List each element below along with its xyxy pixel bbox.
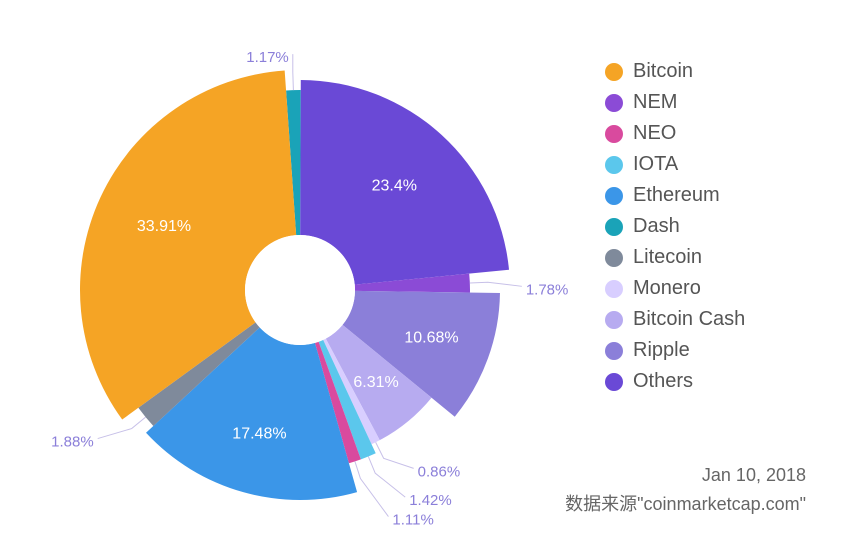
legend-label: Ethereum: [633, 184, 720, 207]
legend-swatch: [605, 218, 623, 236]
legend-item: Dash: [605, 215, 745, 238]
donut-hole: [245, 235, 355, 345]
legend-item: Ripple: [605, 339, 745, 362]
legend-label: IOTA: [633, 153, 678, 176]
legend-swatch: [605, 63, 623, 81]
legend-label: Ripple: [633, 339, 690, 362]
slice-label: 17.48%: [232, 426, 286, 443]
legend-swatch: [605, 280, 623, 298]
slice-label: 6.31%: [353, 374, 398, 391]
legend-label: Monero: [633, 277, 701, 300]
legend-swatch: [605, 249, 623, 267]
legend-label: Bitcoin: [633, 60, 693, 83]
slice-label: 1.78%: [526, 281, 569, 298]
legend-item: Bitcoin Cash: [605, 308, 745, 331]
pie-svg: 1.17% 23.4% 1.78% 10.68% 6.31% 0.86% 1.42% 1.11…: [30, 10, 570, 550]
slice-label: 23.4%: [372, 178, 417, 195]
slice-label: 33.91%: [137, 218, 191, 235]
leader-line: [355, 461, 388, 516]
leader-line: [376, 442, 414, 468]
legend-item: Monero: [605, 277, 745, 300]
legend-swatch: [605, 187, 623, 205]
legend-swatch: [605, 342, 623, 360]
legend-item: NEO: [605, 122, 745, 145]
slice-label: 1.11%: [392, 512, 433, 529]
pie-chart: 1.17% 23.4% 1.78% 10.68% 6.31% 0.86% 1.42% 1.11…: [30, 10, 570, 550]
leader-line: [98, 417, 146, 438]
chart-footer: Jan 10, 2018 数据来源"coinmarketcap.com": [565, 462, 806, 518]
legend-label: Bitcoin Cash: [633, 308, 745, 331]
slice-label: 0.86%: [418, 463, 461, 480]
legend-swatch: [605, 125, 623, 143]
legend-item: Bitcoin: [605, 60, 745, 83]
leader-line: [368, 457, 405, 498]
slice-label: 1.42%: [409, 492, 452, 509]
legend: Bitcoin NEM NEO IOTA Ethereum Dash Litecoin Mon…: [605, 60, 745, 393]
legend-label: Dash: [633, 215, 680, 238]
legend-label: NEM: [633, 91, 677, 114]
legend-swatch: [605, 311, 623, 329]
legend-label: Others: [633, 370, 693, 393]
legend-item: IOTA: [605, 153, 745, 176]
legend-item: Others: [605, 370, 745, 393]
footer-date: Jan 10, 2018: [565, 462, 806, 489]
slice-label: 10.68%: [404, 329, 458, 346]
legend-item: Litecoin: [605, 246, 745, 269]
chart-container: 1.17% 23.4% 1.78% 10.68% 6.31% 0.86% 1.42% 1.11…: [0, 0, 866, 558]
slice-label: 1.17%: [246, 49, 289, 66]
leader-line: [293, 54, 294, 90]
legend-swatch: [605, 156, 623, 174]
leader-line: [470, 282, 522, 286]
legend-label: NEO: [633, 122, 676, 145]
legend-label: Litecoin: [633, 246, 702, 269]
legend-swatch: [605, 373, 623, 391]
legend-item: Ethereum: [605, 184, 745, 207]
legend-swatch: [605, 94, 623, 112]
footer-source: 数据来源"coinmarketcap.com": [565, 491, 806, 518]
legend-item: NEM: [605, 91, 745, 114]
slice-label: 1.88%: [51, 434, 94, 451]
